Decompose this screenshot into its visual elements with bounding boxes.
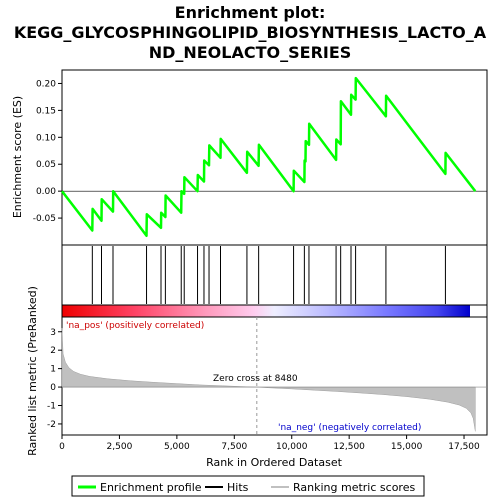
metric-y-tick-label: -2 [47, 420, 56, 430]
rank-x-tick-label: 7,500 [221, 442, 247, 452]
rank-color-bar [62, 305, 470, 317]
hits-panel-frame [61, 244, 488, 306]
es-panel-frame [61, 69, 488, 246]
chart-title-line-3: ND_NEOLACTO_SERIES [149, 43, 352, 62]
legend: Enrichment profile Hits Ranking metric s… [71, 475, 425, 497]
ranking-metric-area [61, 328, 476, 432]
hit-lines [91, 246, 446, 304]
zero-cross-label: Zero cross at 8480 [213, 374, 298, 384]
es-y-tick-label: 0.20 [36, 79, 56, 89]
metric-panel: -2 -1 0 1 2 3 0 2,500 5,000 7,500 10,000 12,500 15,… [47, 316, 488, 452]
metric-y-tick-label: 0 [50, 383, 56, 393]
es-y-tick-label: 0.05 [36, 160, 56, 170]
es-profile-line [61, 76, 477, 238]
x-axis-label: Rank in Ordered Dataset [206, 456, 343, 469]
negative-correlation-label: 'na_neg' (negatively correlated) [278, 423, 421, 433]
rank-x-tick-label: 0 [59, 442, 65, 452]
rank-x-tick-label: 17,500 [448, 442, 480, 452]
es-y-tick-label: 0.10 [36, 133, 56, 143]
metric-y-tick-label: 3 [50, 328, 56, 338]
legend-metric-label: Ranking metric scores [293, 481, 415, 494]
metric-y-axis-label: Ranked list metric (PreRanked) [26, 286, 39, 456]
rank-x-tick-label: 15,000 [391, 442, 423, 452]
rank-x-tick-label: 2,500 [107, 442, 133, 452]
chart-title-line-1: Enrichment plot: [175, 3, 326, 22]
es-y-ticks: -0.05 0.00 0.05 0.10 0.15 0.20 [33, 79, 62, 224]
metric-y-tick-label: 2 [50, 346, 56, 356]
metric-y-ticks: -2 -1 0 1 2 3 [47, 328, 62, 430]
es-y-tick-label: 0.15 [36, 106, 56, 116]
es-panel: -0.05 0.00 0.05 0.10 0.15 0.20 [33, 69, 488, 246]
legend-frame [71, 475, 425, 497]
positive-correlation-label: 'na_pos' (positively correlated) [66, 321, 204, 331]
rank-x-tick-label: 12,500 [333, 442, 365, 452]
legend-hits-label: Hits [227, 481, 249, 494]
rank-x-tick-label: 5,000 [164, 442, 190, 452]
metric-y-tick-label: 1 [50, 365, 56, 375]
es-y-tick-label: 0.00 [36, 187, 56, 197]
rank-x-ticks: 0 2,500 5,000 7,500 10,000 12,500 15,000 17,500 [59, 435, 480, 452]
es-y-axis-label: Enrichment score (ES) [11, 96, 24, 218]
metric-panel-frame [61, 316, 488, 436]
chart-title-line-2: KEGG_GLYCOSPHINGOLIPID_BIOSYNTHESIS_LACT… [14, 23, 487, 42]
hits-panel [61, 244, 488, 306]
metric-y-tick-label: -1 [47, 402, 56, 412]
rank-x-tick-label: 10,000 [276, 442, 308, 452]
es-y-tick-label: -0.05 [33, 214, 56, 224]
legend-profile-label: Enrichment profile [100, 481, 202, 494]
